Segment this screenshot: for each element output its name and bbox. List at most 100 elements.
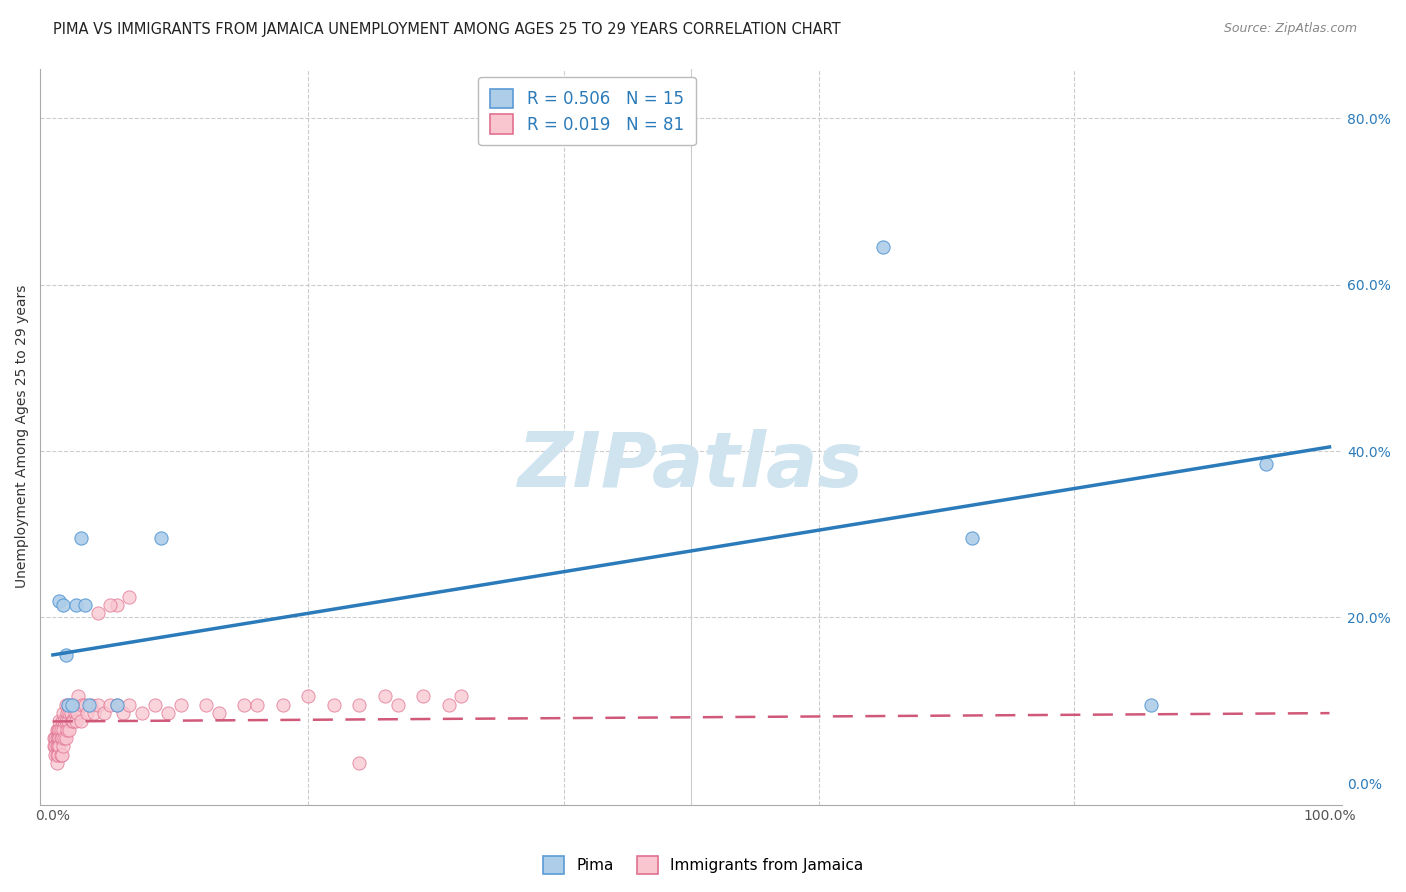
Point (59, 706, 82, 720)
Point (63, 706, 86, 720)
Point (48, 731, 70, 745)
Point (297, 690, 319, 704)
Point (46, 739, 69, 754)
Point (58, 698, 80, 712)
Point (105, 598, 128, 612)
Point (73, 698, 96, 712)
Point (86, 607, 108, 621)
Point (349, 698, 371, 712)
Point (58, 714, 80, 729)
Point (52, 706, 75, 720)
Point (44, 731, 66, 745)
Point (156, 706, 179, 720)
Point (412, 690, 434, 704)
Point (872, 240, 894, 254)
Point (45, 723, 67, 737)
Point (387, 698, 409, 712)
Point (322, 698, 344, 712)
Point (48, 714, 70, 729)
Point (118, 590, 141, 604)
Point (70, 714, 93, 729)
Point (53, 714, 76, 729)
Point (112, 706, 135, 720)
Point (437, 698, 460, 712)
Point (49, 747, 72, 762)
Point (86, 698, 108, 712)
Point (60, 698, 83, 712)
Point (48, 723, 70, 737)
Point (58, 706, 80, 720)
Point (55, 648, 77, 662)
Point (150, 532, 173, 546)
Point (246, 698, 269, 712)
Point (51, 747, 73, 762)
Point (45, 731, 67, 745)
Point (374, 690, 396, 704)
Text: PIMA VS IMMIGRANTS FROM JAMAICA UNEMPLOYMENT AMONG AGES 25 TO 29 YEARS CORRELATI: PIMA VS IMMIGRANTS FROM JAMAICA UNEMPLOY… (53, 22, 841, 37)
Point (51, 714, 73, 729)
Y-axis label: Unemployment Among Ages 25 to 29 years: Unemployment Among Ages 25 to 29 years (15, 285, 30, 588)
Point (1139, 698, 1161, 712)
Point (73, 598, 96, 612)
Point (98, 698, 121, 712)
Point (56, 723, 79, 737)
Point (131, 706, 153, 720)
Point (44, 747, 66, 762)
Point (44, 739, 66, 754)
Point (55, 731, 77, 745)
Point (58, 698, 80, 712)
Point (76, 706, 98, 720)
Point (1254, 457, 1277, 471)
Point (67, 690, 90, 704)
Point (271, 698, 294, 712)
Point (93, 706, 115, 720)
Point (45, 747, 67, 762)
Point (960, 532, 983, 546)
Point (44, 739, 66, 754)
Text: Source: ZipAtlas.com: Source: ZipAtlas.com (1223, 22, 1357, 36)
Point (66, 706, 89, 720)
Point (60, 714, 83, 729)
Point (44, 731, 66, 745)
Legend: R = 0.506   N = 15, R = 0.019   N = 81: R = 0.506 N = 15, R = 0.019 N = 81 (478, 77, 696, 145)
Point (49, 731, 72, 745)
Point (169, 698, 191, 712)
Point (51, 731, 73, 745)
Point (105, 698, 128, 712)
Point (62, 698, 84, 712)
Text: ZIPatlas: ZIPatlas (519, 429, 865, 503)
Point (48, 739, 70, 754)
Point (46, 731, 69, 745)
Point (98, 598, 121, 612)
Point (83, 706, 105, 720)
Point (46, 723, 69, 737)
Point (52, 739, 75, 754)
Point (52, 598, 75, 612)
Point (208, 706, 231, 720)
Point (105, 698, 128, 712)
Point (46, 747, 69, 762)
Point (55, 714, 77, 729)
Point (62, 714, 84, 729)
Point (53, 731, 76, 745)
Point (70, 532, 93, 546)
Point (60, 698, 83, 712)
Point (45, 739, 67, 754)
Point (58, 723, 80, 737)
Legend: Pima, Immigrants from Jamaica: Pima, Immigrants from Jamaica (537, 850, 869, 880)
Point (49, 723, 72, 737)
Point (233, 698, 256, 712)
Point (48, 594, 70, 608)
Point (65, 598, 87, 612)
Point (349, 756, 371, 770)
Point (143, 698, 166, 712)
Point (70, 698, 93, 712)
Point (77, 698, 100, 712)
Point (80, 698, 103, 712)
Point (118, 698, 141, 712)
Point (450, 690, 472, 704)
Point (56, 706, 79, 720)
Point (195, 698, 218, 712)
Point (45, 756, 67, 770)
Point (55, 698, 77, 712)
